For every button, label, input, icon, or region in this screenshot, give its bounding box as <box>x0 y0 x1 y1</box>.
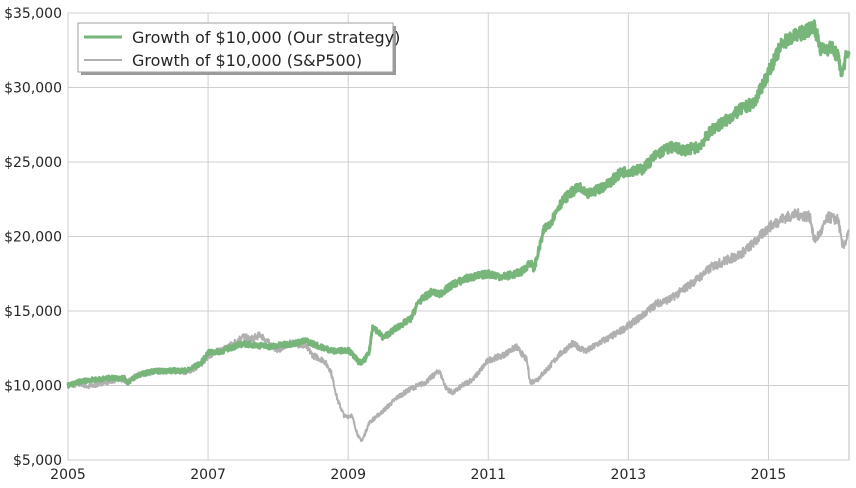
grid <box>67 12 849 461</box>
y-tick-label: $25,000 <box>4 155 62 171</box>
x-tick-label: 2007 <box>190 467 226 483</box>
y-tick-label: $15,000 <box>4 304 62 320</box>
legend-label-strategy: Growth of $10,000 (Our strategy) <box>132 28 400 47</box>
series-line-strategy <box>66 19 851 389</box>
x-tick-label: 2011 <box>470 467 506 483</box>
y-tick-label: $30,000 <box>4 81 62 97</box>
x-tick-label: 2013 <box>611 467 647 483</box>
legend-label-sp500: Growth of $10,000 (S&P500) <box>132 51 362 70</box>
y-axis-ticks: $5,000 $10,000 $15,000 $20,000 $25,000 $30,00… <box>4 6 62 469</box>
x-axis-ticks: 2005 2007 2009 2011 2013 2015 <box>50 467 786 483</box>
series-layer <box>66 19 851 442</box>
y-tick-label: $20,000 <box>4 230 62 246</box>
y-tick-label: $5,000 <box>13 453 62 469</box>
legend: Growth of $10,000 (Our strategy) Growth … <box>77 22 400 75</box>
y-tick-label: $10,000 <box>4 379 62 395</box>
x-tick-label: 2015 <box>751 467 787 483</box>
legend-box <box>77 22 394 73</box>
y-tick-label: $35,000 <box>4 6 62 22</box>
x-tick-label: 2009 <box>330 467 366 483</box>
x-tick-label: 2005 <box>50 467 86 483</box>
